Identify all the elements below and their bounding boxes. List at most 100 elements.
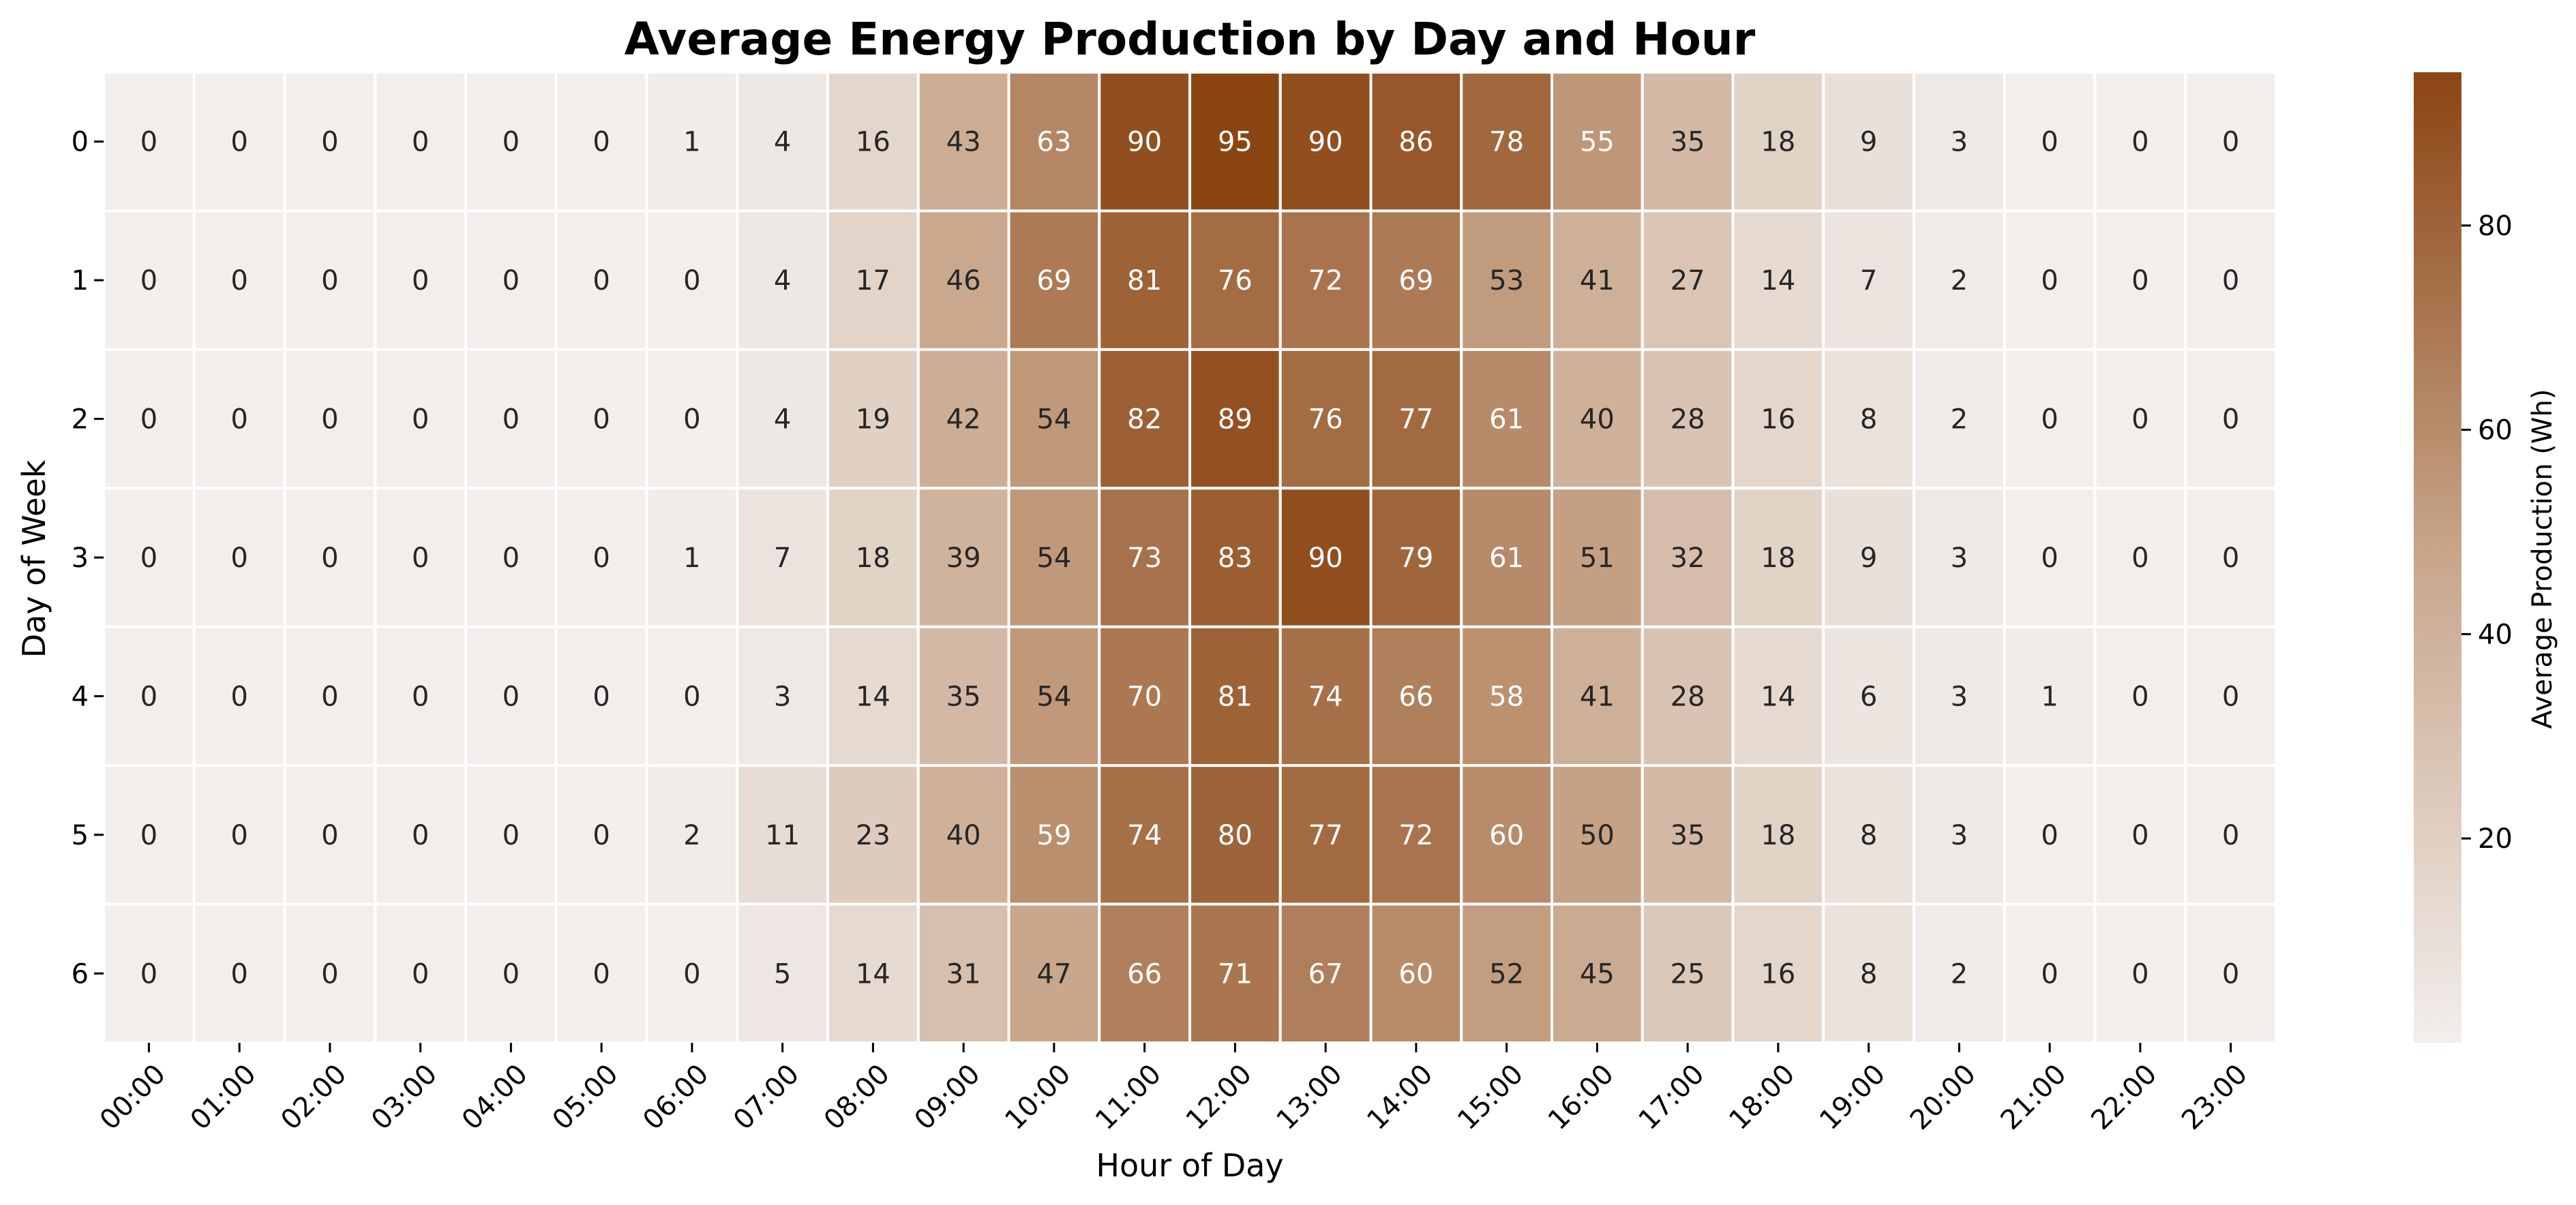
cell-value-label: 74 xyxy=(1308,681,1343,712)
cell-value-label: 0 xyxy=(503,681,520,712)
cell-value-label: 16 xyxy=(1761,958,1795,990)
heatmap-cell xyxy=(1098,764,1191,906)
cell-value-label: 8 xyxy=(1860,820,1877,851)
heatmap-cell xyxy=(736,625,829,767)
x-tick-label: 14:00 xyxy=(1361,1058,1439,1136)
cell-value-label: 0 xyxy=(503,543,520,574)
cell-value-label: 77 xyxy=(1398,404,1433,436)
y-tick-label: 5 xyxy=(72,820,89,851)
heatmap-cell xyxy=(1188,487,1282,628)
cell-value-label: 3 xyxy=(1951,681,1968,712)
cell-labels: 0 0 0 0 0 0 1 4 16 43 63 90 95 90 86 78 55 35 18 9 3 0 0 00 0 0 0 0… xyxy=(140,127,2240,990)
heatmap-cell xyxy=(1188,348,1282,490)
heatmap-cell xyxy=(2184,625,2277,767)
x-tick-label: 02:00 xyxy=(275,1058,353,1136)
cell-value-label: 0 xyxy=(230,681,248,712)
cell-value-label: 60 xyxy=(1398,958,1433,990)
cell-value-label: 81 xyxy=(1127,265,1162,296)
cell-value-label: 0 xyxy=(503,265,520,296)
heatmap-cell xyxy=(554,71,648,213)
x-tick-label: 23:00 xyxy=(2176,1058,2253,1136)
heatmap-cell xyxy=(374,209,467,351)
heatmap-cell xyxy=(1369,487,1463,628)
cell-value-label: 1 xyxy=(683,127,700,158)
cell-value-label: 0 xyxy=(593,404,610,436)
heatmap-cell xyxy=(283,487,377,628)
heatmap-cell xyxy=(1641,209,1735,351)
cell-value-label: 16 xyxy=(856,127,890,158)
cell-value-label: 66 xyxy=(1398,681,1433,712)
x-tick-label: 11:00 xyxy=(1090,1058,1167,1136)
cell-value-label: 0 xyxy=(2041,265,2058,296)
heatmap-cell xyxy=(826,764,920,906)
heatmap-cell xyxy=(1460,348,1553,490)
cell-value-label: 76 xyxy=(1308,404,1343,436)
heatmap-cell xyxy=(2093,625,2187,767)
cell-value-label: 0 xyxy=(140,543,158,574)
heatmap-cell xyxy=(554,625,648,767)
cell-value-label: 0 xyxy=(230,404,248,436)
heatmap-cell xyxy=(1098,487,1191,628)
cell-value-label: 82 xyxy=(1127,404,1162,436)
cell-value-label: 0 xyxy=(683,958,700,990)
x-tick-label: 22:00 xyxy=(2085,1058,2163,1136)
heatmap-cell xyxy=(1822,71,1915,213)
cell-value-label: 61 xyxy=(1489,543,1524,574)
y-tick-label: 3 xyxy=(72,543,89,574)
cell-value-label: 6 xyxy=(1860,681,1877,712)
cell-value-label: 0 xyxy=(2041,958,2058,990)
cell-value-label: 23 xyxy=(856,820,890,851)
colorbar-ticks: 20 40 60 80 xyxy=(2461,211,2513,855)
cell-value-label: 8 xyxy=(1860,958,1877,990)
cell-value-label: 0 xyxy=(2222,820,2239,851)
cell-value-label: 9 xyxy=(1860,127,1877,158)
heatmap-cell xyxy=(2093,209,2187,351)
cell-value-label: 0 xyxy=(412,127,429,158)
cell-value-label: 71 xyxy=(1218,958,1253,990)
heatmap-cell xyxy=(2184,764,2277,906)
cell-value-label: 86 xyxy=(1398,127,1433,158)
heatmap-cell xyxy=(554,902,648,1044)
heatmap-cell xyxy=(283,764,377,906)
cell-value-label: 0 xyxy=(321,543,338,574)
x-tick-label: 05:00 xyxy=(547,1058,625,1136)
cell-value-label: 0 xyxy=(683,265,700,296)
cell-value-label: 0 xyxy=(412,265,429,296)
y-tick-label: 2 xyxy=(72,404,89,436)
x-tick-label: 10:00 xyxy=(999,1058,1077,1136)
heatmap-cell xyxy=(192,348,286,490)
cell-value-label: 0 xyxy=(230,820,248,851)
cell-value-label: 0 xyxy=(2222,958,2239,990)
cell-value-label: 0 xyxy=(503,127,520,158)
cell-value-label: 0 xyxy=(2131,265,2148,296)
colorbar: 20 40 60 80 Average Production (Wh) xyxy=(2414,72,2558,1043)
cell-value-label: 0 xyxy=(230,127,248,158)
cell-value-label: 7 xyxy=(774,543,791,574)
cell-value-label: 3 xyxy=(1951,820,1968,851)
cell-value-label: 83 xyxy=(1218,543,1253,574)
cell-value-label: 17 xyxy=(856,265,890,296)
heatmap-cell xyxy=(2003,71,2097,213)
cell-value-label: 43 xyxy=(946,127,981,158)
cell-value-label: 54 xyxy=(1036,543,1071,574)
cell-value-label: 0 xyxy=(140,681,158,712)
heatmap-cell xyxy=(645,625,739,767)
cell-value-label: 0 xyxy=(2222,543,2239,574)
heatmap-cell xyxy=(645,902,739,1044)
cell-value-label: 45 xyxy=(1580,958,1615,990)
cell-value-label: 0 xyxy=(2041,820,2058,851)
cell-value-label: 35 xyxy=(946,681,981,712)
cell-value-label: 41 xyxy=(1580,265,1615,296)
heatmap-cell xyxy=(554,764,648,906)
heatmap-cell xyxy=(826,487,920,628)
cell-value-label: 0 xyxy=(321,404,338,436)
cell-value-label: 90 xyxy=(1308,127,1343,158)
cell-value-label: 8 xyxy=(1860,404,1877,436)
x-axis-ticks: 00:00 01:00 02:00 03:00 04:00 05:00 06:00 07:00… xyxy=(94,1043,2253,1136)
cell-value-label: 40 xyxy=(1580,404,1615,436)
heatmap-cell xyxy=(645,764,739,906)
cell-value-label: 0 xyxy=(593,820,610,851)
x-tick-label: 16:00 xyxy=(1542,1058,1620,1136)
heatmap-cell xyxy=(916,487,1010,628)
